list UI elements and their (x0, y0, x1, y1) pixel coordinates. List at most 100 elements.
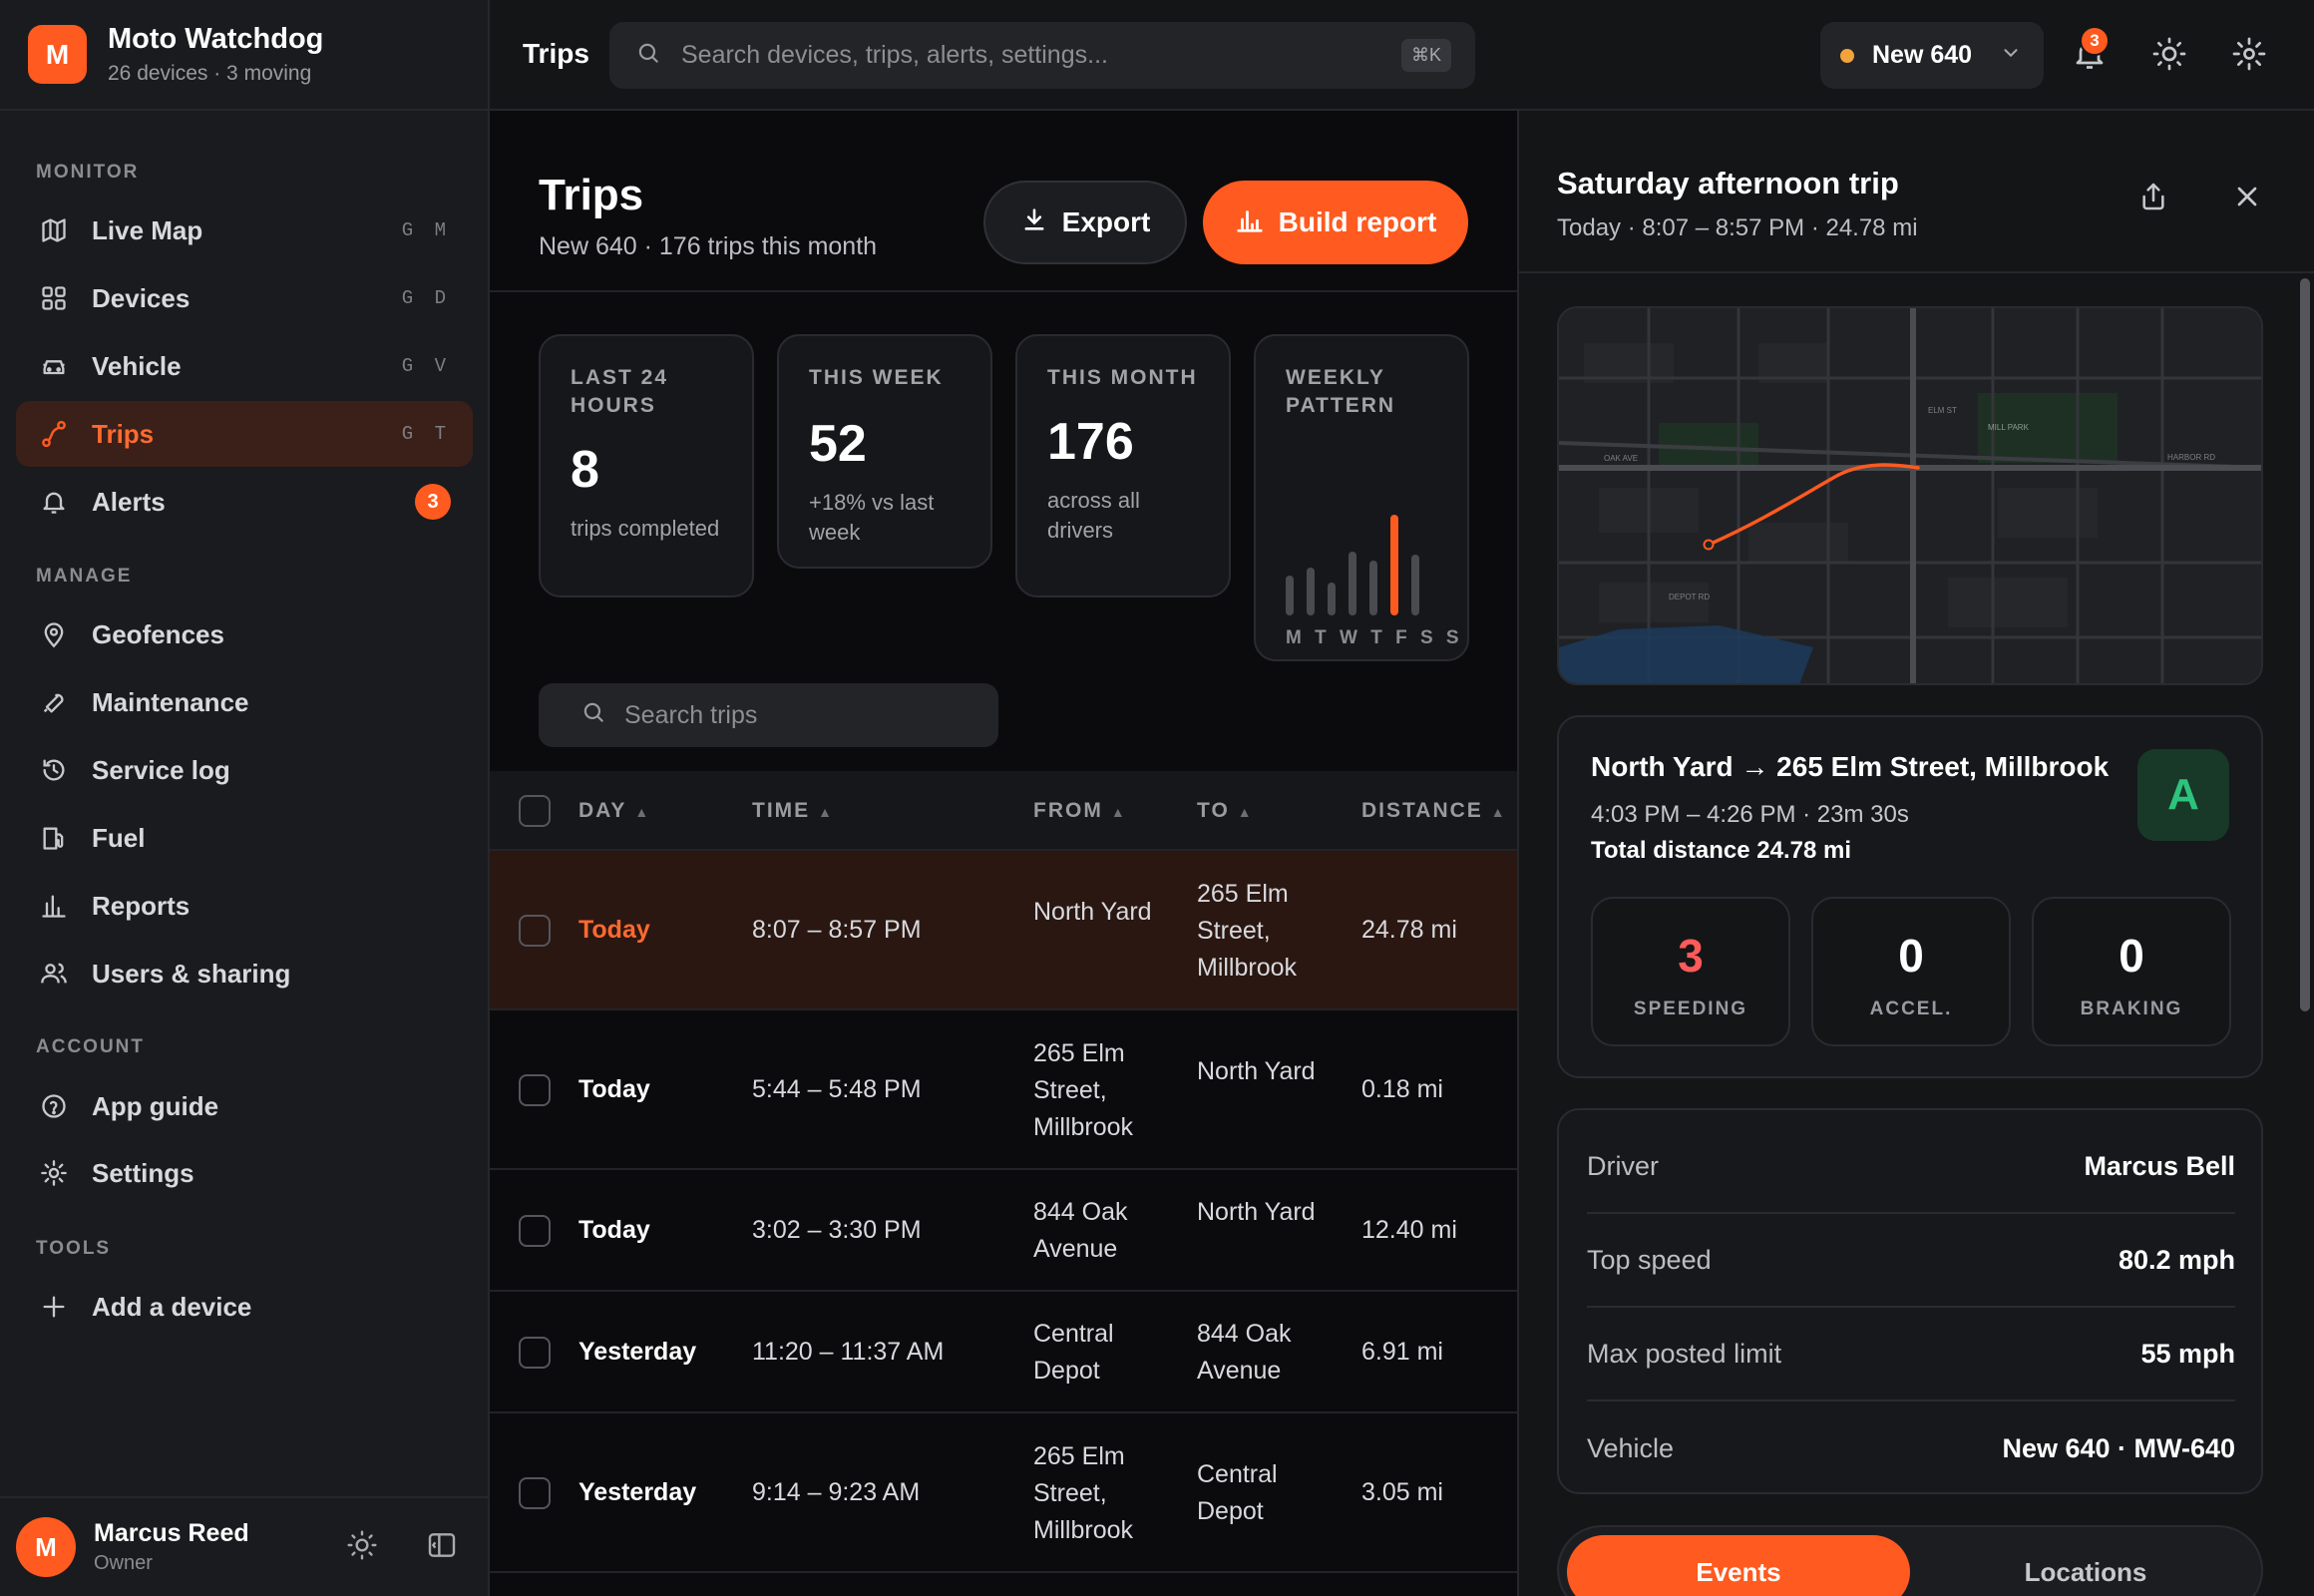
sidebar-item-label: Users & sharing (92, 958, 291, 989)
stat-value: 176 (1047, 413, 1134, 471)
column-from[interactable]: FROM ▲ (1033, 799, 1127, 822)
user-profile[interactable]: M Marcus Reed Owner (0, 1496, 488, 1596)
trip-time: 9:14 – 9:23 AM (752, 1478, 921, 1506)
row-checkbox[interactable] (519, 1337, 551, 1369)
page-subtitle: New 640 · 176 trips this month (539, 232, 878, 260)
column-day[interactable]: DAY ▲ (578, 799, 651, 822)
collapse-sidebar-icon[interactable] (426, 1529, 458, 1566)
sidebar-item-label: Live Map (92, 214, 203, 245)
trip-from: Central Depot (1033, 1320, 1114, 1385)
sidebar-item-alerts[interactable]: Alerts 3 (16, 469, 473, 535)
table-row[interactable]: Today 8:07 – 8:57 PM North Yard 265 Elm … (490, 851, 1517, 1010)
export-label: Export (1061, 206, 1151, 237)
build-report-button[interactable]: Build report (1203, 181, 1468, 264)
sidebar-item-service-log[interactable]: Service log (16, 737, 473, 803)
stat-card-this-month: THIS MONTH 176 across all drivers (1015, 334, 1231, 598)
car-icon (38, 350, 70, 382)
share-icon[interactable] (2137, 181, 2169, 217)
avatar: M (16, 1517, 76, 1577)
select-all-checkbox[interactable] (519, 795, 551, 827)
close-icon[interactable] (2231, 181, 2263, 217)
metric-acceleration: 0 ACCEL. (1811, 897, 2011, 1046)
detail-header: Saturday afternoon trip Today · 8:07 – 8… (1519, 111, 2314, 273)
row-checkbox[interactable] (519, 1215, 551, 1247)
info-key: Max posted limit (1587, 1338, 1782, 1369)
trip-day: Yesterday (578, 1338, 697, 1366)
trip-search-input[interactable]: Search trips (539, 683, 998, 747)
detail-title: Saturday afternoon trip (1557, 166, 1899, 200)
shortcut-hint: G V (401, 355, 451, 377)
sidebar-item-maintenance[interactable]: Maintenance (16, 669, 473, 735)
help-icon (38, 1090, 70, 1122)
row-checkbox[interactable] (519, 915, 551, 947)
page-header: Trips New 640 · 176 trips this month Exp… (490, 111, 1517, 292)
table-row[interactable]: Yesterday 9:14 – 9:23 AM 265 Elm Street,… (490, 1413, 1517, 1573)
stat-label: THIS MONTH (1047, 366, 1198, 389)
shortcut-hint: G D (401, 287, 451, 309)
column-to[interactable]: TO ▲ (1197, 799, 1254, 822)
sidebar-item-settings[interactable]: Settings (16, 1140, 473, 1206)
pin-icon (38, 618, 70, 650)
sidebar-item-devices[interactable]: Devices G D (16, 265, 473, 331)
weekly-pattern-chart (1286, 506, 1419, 615)
sidebar-item-app-guide[interactable]: App guide (16, 1073, 473, 1139)
route-time: 4:03 PM – 4:26 PM · 23m 30s (1591, 801, 1909, 828)
table-row[interactable]: Today 3:02 – 3:30 PM 844 Oak Avenue Nort… (490, 1170, 1517, 1292)
detail-subtitle: Today · 8:07 – 8:57 PM · 24.78 mi (1557, 214, 1918, 241)
theme-toggle-icon[interactable] (346, 1529, 378, 1566)
sidebar-item-trips[interactable]: Trips G T (16, 401, 473, 467)
stat-label: LAST 24 HOURS (571, 366, 669, 417)
page-title: Trips (539, 171, 644, 219)
wrench-icon (38, 686, 70, 718)
detail-tabs: Events Locations (1557, 1525, 2263, 1596)
route-icon (38, 418, 70, 450)
info-value: 80.2 mph (2118, 1244, 2235, 1275)
sidebar-item-vehicle[interactable]: Vehicle G V (16, 333, 473, 399)
info-key: Top speed (1587, 1244, 1712, 1275)
fuel-icon (38, 822, 70, 854)
history-icon (38, 754, 70, 786)
stat-value: 52 (809, 415, 867, 473)
info-value: 55 mph (2140, 1338, 2235, 1369)
trip-to: 844 Oak Avenue (1197, 1320, 1292, 1385)
sidebar-item-add-device[interactable]: Add a device (16, 1274, 473, 1340)
tab-events[interactable]: Events (1567, 1535, 1910, 1596)
column-distance[interactable]: DISTANCE ▲ (1361, 799, 1507, 822)
sidebar-item-live-map[interactable]: Live Map G M (16, 198, 473, 263)
stat-card-weekly-pattern: WEEKLY PATTERN M T W T F S S (1254, 334, 1469, 661)
weekday-labels: M T W T F S S (1286, 627, 1463, 648)
sidebar-item-label: Alerts (92, 486, 166, 517)
device-selector[interactable]: New 640 (1820, 22, 2044, 89)
settings-gear-icon[interactable] (2231, 36, 2267, 77)
search-shortcut: ⌘K (1400, 39, 1451, 72)
info-value: Marcus Bell (2084, 1150, 2235, 1181)
sidebar-item-label: Service log (92, 754, 230, 785)
sidebar-item-label: Settings (92, 1157, 194, 1188)
sidebar-item-fuel[interactable]: Fuel (16, 805, 473, 871)
map-label: HARBOR RD (2167, 453, 2215, 462)
sidebar-item-reports[interactable]: Reports (16, 873, 473, 939)
bar-chart-icon (38, 890, 70, 922)
panel-scrollbar[interactable] (2300, 278, 2310, 1011)
trips-main: Trips New 640 · 176 trips this month Exp… (490, 111, 1517, 1596)
trip-day: Today (578, 916, 650, 944)
stat-value: 8 (571, 441, 599, 499)
topbar-title: Trips (523, 38, 589, 69)
brand-header[interactable]: M Moto Watchdog 26 devices · 3 moving (0, 0, 488, 111)
plus-icon (38, 1291, 70, 1323)
row-checkbox[interactable] (519, 1074, 551, 1106)
brightness-icon[interactable] (2151, 36, 2187, 77)
sidebar-item-geofences[interactable]: Geofences (16, 601, 473, 667)
sidebar-item-users-sharing[interactable]: Users & sharing (16, 941, 473, 1006)
export-button[interactable]: Export (983, 181, 1187, 264)
column-time[interactable]: TIME ▲ (752, 799, 835, 822)
trip-route-map[interactable]: OAK AVE ELM ST MILL PARK HARBOR RD DEPOT… (1557, 306, 2263, 685)
global-search-input[interactable]: Search devices, trips, alerts, settings.… (609, 22, 1475, 89)
row-checkbox[interactable] (519, 1477, 551, 1509)
build-report-label: Build report (1278, 206, 1437, 237)
metric-label: SPEEDING (1633, 998, 1748, 1019)
table-row[interactable]: Yesterday 11:20 – 11:37 AM Central Depot… (490, 1292, 1517, 1413)
tab-locations[interactable]: Locations (2024, 1556, 2147, 1587)
trip-info-card: Driver Marcus Bell Top speed 80.2 mph Ma… (1557, 1108, 2263, 1494)
table-row[interactable]: Today 5:44 – 5:48 PM 265 Elm Street, Mil… (490, 1010, 1517, 1170)
